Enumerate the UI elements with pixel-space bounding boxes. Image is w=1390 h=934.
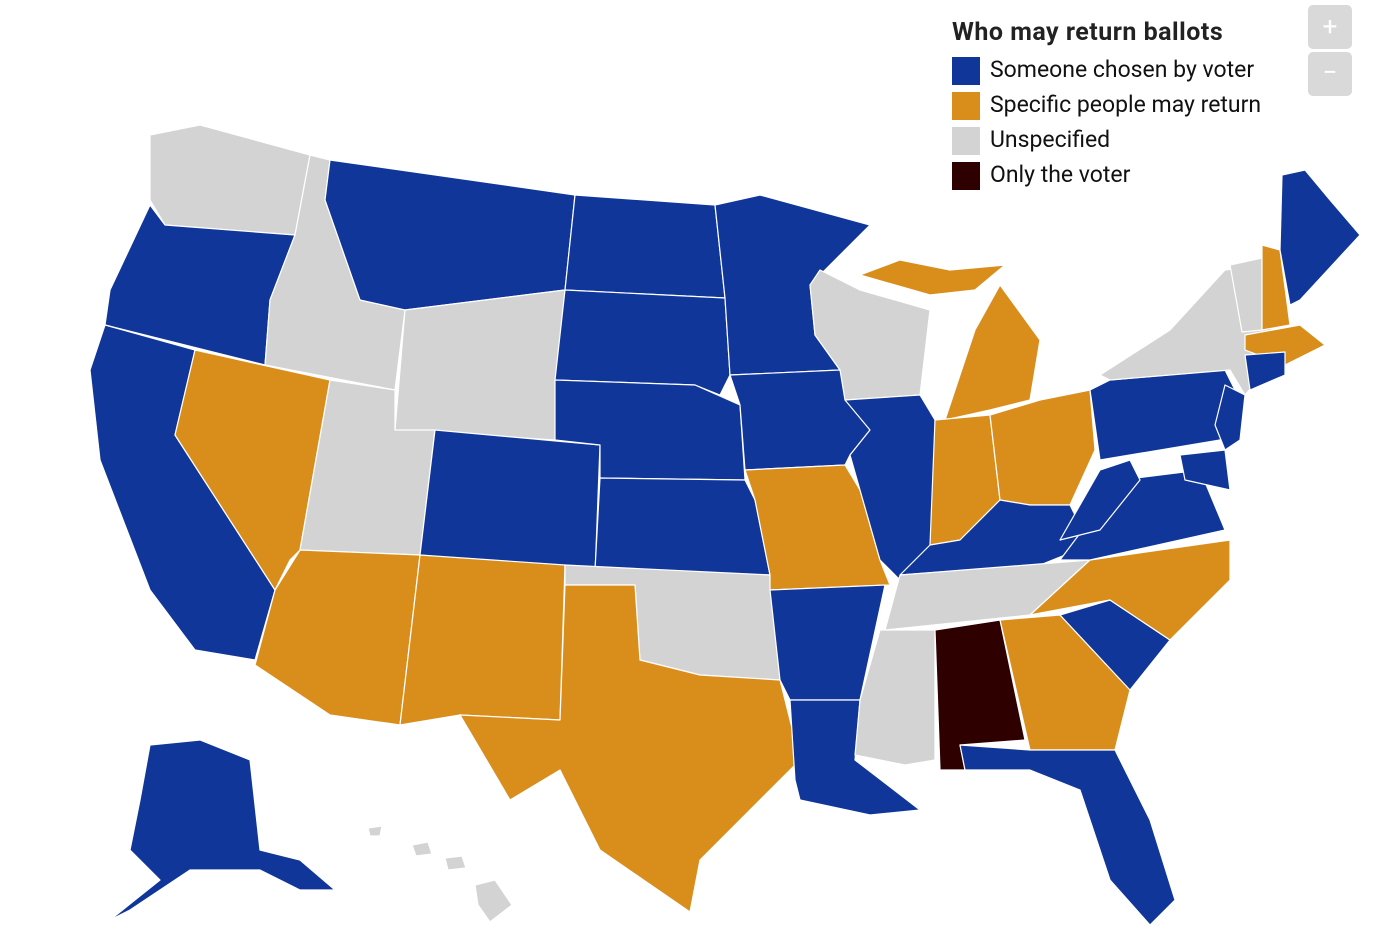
state	[989, 389, 1096, 506]
state	[394, 289, 566, 441]
state	[1244, 351, 1286, 391]
legend-swatch	[952, 57, 980, 85]
state	[367, 825, 383, 837]
state	[419, 429, 601, 576]
state	[474, 879, 513, 923]
legend: Someone chosen by voter Specific people m…	[952, 56, 1261, 190]
zoom-in-label[interactable]: +	[1323, 12, 1338, 42]
state	[959, 744, 1176, 926]
state	[594, 477, 771, 576]
state	[459, 584, 801, 913]
state	[554, 289, 731, 396]
zoom-in-button[interactable]	[1308, 5, 1352, 49]
state	[844, 394, 936, 586]
us-map	[89, 124, 1361, 926]
zoom-out-button[interactable]	[1308, 52, 1352, 96]
legend-title: Who may return ballots	[952, 18, 1223, 47]
state	[444, 855, 467, 871]
state	[324, 159, 576, 311]
legend-label: Only the voter	[990, 161, 1131, 188]
state	[109, 739, 336, 921]
state	[399, 554, 566, 726]
state	[1059, 459, 1141, 541]
state	[944, 284, 1041, 421]
state	[411, 841, 433, 857]
state	[564, 194, 726, 299]
state	[1214, 384, 1246, 451]
legend-label: Someone chosen by voter	[990, 56, 1254, 83]
legend-swatch	[952, 162, 980, 190]
legend-swatch	[952, 92, 980, 120]
state	[149, 124, 311, 236]
legend-label: Specific people may return	[990, 91, 1261, 118]
zoom-out-label[interactable]: −	[1323, 58, 1338, 88]
state	[859, 259, 1006, 296]
legend-swatch	[952, 127, 980, 155]
state	[1279, 169, 1361, 306]
legend-label: Unspecified	[990, 126, 1110, 153]
state	[1179, 449, 1231, 491]
state	[999, 614, 1131, 751]
state	[744, 464, 891, 591]
state	[1261, 244, 1291, 331]
